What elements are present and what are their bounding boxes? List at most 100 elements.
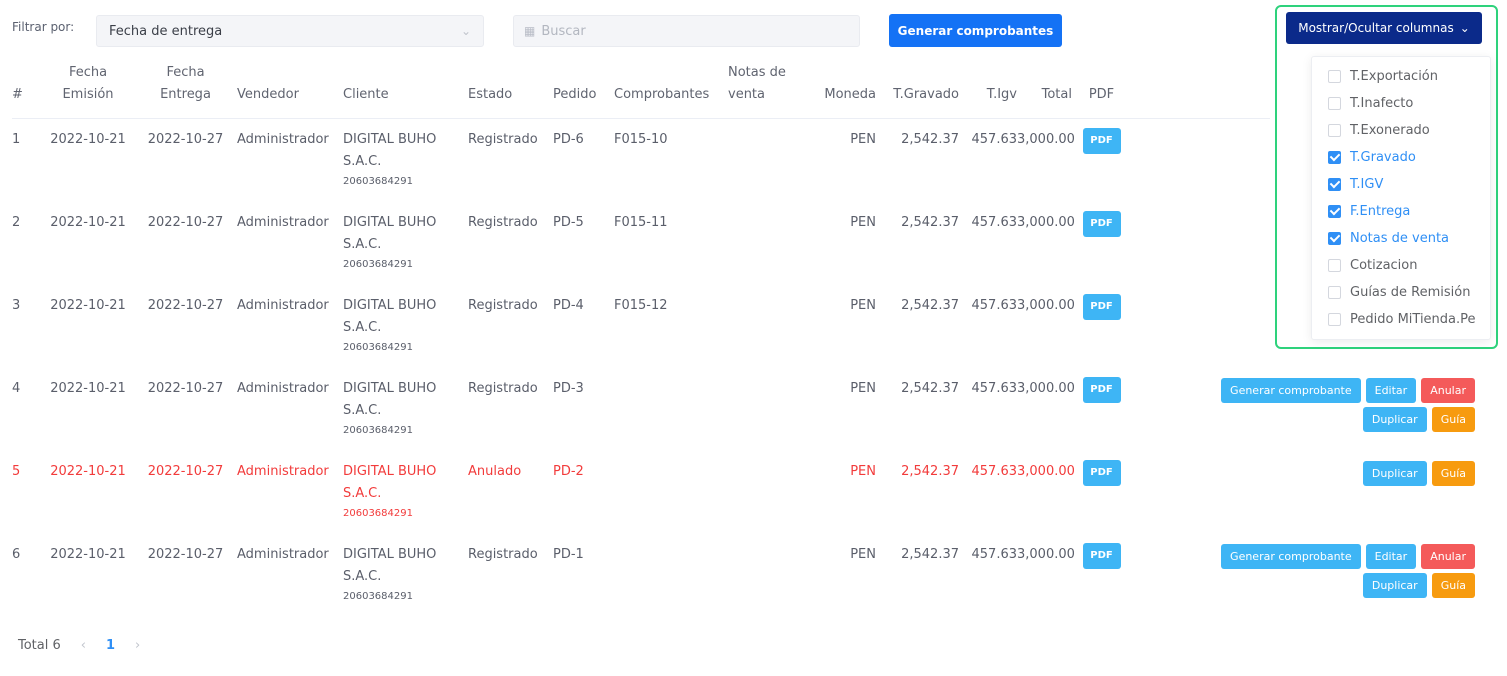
action-anular-button[interactable]: Anular bbox=[1421, 377, 1475, 403]
search-field[interactable]: ▦ bbox=[513, 15, 860, 47]
action-generar-comprobante-button[interactable]: Generar comprobante bbox=[1221, 377, 1361, 403]
action-generar-comprobante-button[interactable]: Generar comprobante bbox=[1221, 543, 1361, 569]
cell-comprobante-value: F015-11 bbox=[614, 214, 668, 230]
action-duplicar-button[interactable]: Duplicar bbox=[1362, 406, 1427, 432]
cell-gravado: 2,542.37 bbox=[876, 285, 959, 368]
cell-igv: 457.63 bbox=[959, 368, 1018, 451]
checkbox-icon[interactable] bbox=[1328, 151, 1341, 164]
action-editar-button[interactable]: Editar bbox=[1365, 543, 1417, 569]
row-actions: Generar comprobante Editar Anular Duplicar G… bbox=[1205, 543, 1475, 598]
cell-pedido: PD-3 bbox=[553, 368, 614, 451]
cliente-name-line2: S.A.C. bbox=[343, 485, 382, 501]
column-option[interactable]: T.Inafecto bbox=[1312, 90, 1490, 117]
checkbox-icon[interactable] bbox=[1328, 205, 1341, 218]
column-option[interactable]: T.Exportación bbox=[1312, 63, 1490, 90]
cell-igv: 457.63 bbox=[959, 119, 1018, 202]
cell-actions bbox=[1131, 285, 1270, 368]
cell-estado: Registrado bbox=[468, 534, 553, 617]
cell-moneda: PEN bbox=[813, 451, 876, 534]
pdf-button[interactable]: PDF bbox=[1082, 128, 1121, 154]
cell-cliente: DIGITAL BUHO S.A.C. 20603684291 bbox=[343, 451, 468, 534]
cell-moneda-value: PEN bbox=[850, 546, 876, 562]
checkbox-icon[interactable] bbox=[1328, 232, 1341, 245]
cell-estado-value: Registrado bbox=[468, 132, 538, 147]
cell-total-value: 3,000.00 bbox=[1017, 463, 1075, 479]
checkbox-icon[interactable] bbox=[1328, 178, 1341, 191]
checkbox-icon[interactable] bbox=[1328, 313, 1341, 326]
cliente-ruc: 20603684291 bbox=[343, 424, 413, 436]
cell-gravado-value: 2,542.37 bbox=[901, 546, 959, 562]
checkbox-icon[interactable] bbox=[1328, 124, 1341, 137]
column-option[interactable]: Guías de Remisión bbox=[1312, 279, 1490, 306]
cell-igv-value: 457.63 bbox=[971, 380, 1018, 396]
column-option-label: F.Entrega bbox=[1350, 204, 1411, 219]
pdf-button[interactable]: PDF bbox=[1082, 293, 1121, 320]
cell-vendedor: Administrador bbox=[237, 534, 343, 617]
cell-vendedor: Administrador bbox=[237, 119, 343, 202]
header-notas-line1: Notas de bbox=[728, 65, 786, 80]
table-row: 3 2022-10-21 2022-10-27 Administrador DIGITA… bbox=[12, 285, 1270, 368]
column-option[interactable]: Pedido MiTienda.Pe bbox=[1312, 306, 1490, 333]
cell-moneda: PEN bbox=[813, 368, 876, 451]
action-anular-button[interactable]: Anular bbox=[1421, 543, 1475, 569]
cell-entrega-value: 2022-10-27 bbox=[147, 214, 224, 230]
cell-total: 3,000.00 bbox=[1017, 451, 1075, 534]
column-option[interactable]: F.Entrega bbox=[1312, 198, 1490, 225]
checkbox-icon[interactable] bbox=[1328, 259, 1341, 272]
chevron-right-icon[interactable]: › bbox=[135, 638, 141, 653]
cell-igv-value: 457.63 bbox=[971, 297, 1018, 313]
column-option[interactable]: Notas de venta bbox=[1312, 225, 1490, 252]
filter-select[interactable]: Fecha de entrega ⌄ bbox=[96, 15, 484, 47]
header-total: Total bbox=[1017, 62, 1072, 119]
pdf-button[interactable]: PDF bbox=[1082, 210, 1121, 237]
cell-comprobante-value: F015-12 bbox=[614, 297, 668, 313]
row-actions: Generar comprobante Editar Anular Duplicar G… bbox=[1205, 377, 1475, 432]
header-comprobantes: Comprobantes bbox=[614, 62, 728, 119]
chevron-left-icon[interactable]: ‹ bbox=[80, 638, 86, 653]
cell-igv-value: 457.63 bbox=[971, 214, 1018, 230]
table-row: 5 2022-10-21 2022-10-27 Administrador DIGITA… bbox=[12, 451, 1270, 534]
cell-entrega: 2022-10-27 bbox=[134, 202, 237, 285]
cell-pdf: PDF bbox=[1072, 368, 1131, 451]
cell-num-value: 1 bbox=[12, 132, 21, 147]
cell-total-value: 3,000.00 bbox=[1017, 214, 1075, 230]
pagination-page[interactable]: 1 bbox=[105, 638, 116, 653]
column-option[interactable]: T.IGV bbox=[1312, 171, 1490, 198]
column-option[interactable]: Cotizacion bbox=[1312, 252, 1490, 279]
column-option[interactable]: T.Exonerado bbox=[1312, 117, 1490, 144]
header-notas-venta: Notas de venta bbox=[728, 62, 813, 119]
show-hide-columns-button[interactable]: Mostrar/Ocultar columnas ⌄ bbox=[1286, 12, 1482, 44]
pdf-button[interactable]: PDF bbox=[1082, 542, 1121, 569]
cell-emision-value: 2022-10-21 bbox=[50, 380, 126, 396]
cell-actions bbox=[1131, 119, 1270, 202]
cell-vendedor-value: Administrador bbox=[237, 214, 329, 230]
search-input[interactable] bbox=[541, 23, 842, 39]
cliente-name-line2: S.A.C. bbox=[343, 236, 382, 252]
action-duplicar-button[interactable]: Duplicar bbox=[1362, 460, 1427, 486]
pdf-button[interactable]: PDF bbox=[1082, 459, 1121, 486]
cell-num: 1 bbox=[12, 119, 42, 202]
cell-pedido: PD-1 bbox=[553, 534, 614, 617]
cell-pedido: PD-4 bbox=[553, 285, 614, 368]
cell-cliente: DIGITAL BUHO S.A.C. 20603684291 bbox=[343, 119, 468, 202]
pdf-button[interactable]: PDF bbox=[1082, 376, 1121, 403]
cliente-name-line1: DIGITAL BUHO bbox=[343, 297, 437, 313]
action-guia-button[interactable]: Guía bbox=[1431, 460, 1475, 486]
checkbox-icon[interactable] bbox=[1328, 97, 1341, 110]
column-option[interactable]: T.Gravado bbox=[1312, 144, 1490, 171]
cell-total-value: 3,000.00 bbox=[1017, 297, 1075, 313]
action-editar-button[interactable]: Editar bbox=[1365, 377, 1417, 403]
cell-moneda: PEN bbox=[813, 534, 876, 617]
action-guia-button[interactable]: Guía bbox=[1431, 406, 1475, 432]
checkbox-icon[interactable] bbox=[1328, 70, 1341, 83]
column-option-label: Pedido MiTienda.Pe bbox=[1350, 312, 1476, 327]
checkbox-icon[interactable] bbox=[1328, 286, 1341, 299]
cliente-name-line2: S.A.C. bbox=[343, 568, 382, 584]
cell-moneda: PEN bbox=[813, 285, 876, 368]
cell-moneda-value: PEN bbox=[850, 297, 876, 313]
cell-emision-value: 2022-10-21 bbox=[50, 214, 126, 230]
action-duplicar-button[interactable]: Duplicar bbox=[1362, 572, 1427, 598]
action-guia-button[interactable]: Guía bbox=[1431, 572, 1475, 598]
cell-gravado-value: 2,542.37 bbox=[901, 463, 959, 479]
generate-receipts-button[interactable]: Generar comprobantes bbox=[889, 14, 1062, 47]
